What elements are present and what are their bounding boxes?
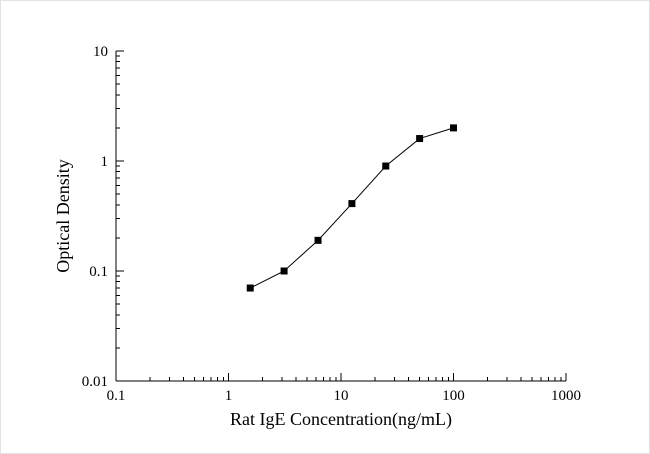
x-axis-title: Rat IgE Concentration(ng/mL) xyxy=(230,409,452,430)
series-line xyxy=(250,127,454,289)
data-point-marker xyxy=(348,200,356,208)
data-point-marker xyxy=(314,236,322,244)
y-tick-label: 0.1 xyxy=(89,264,108,280)
data-point-marker xyxy=(416,135,424,143)
x-tick-label: 1 xyxy=(225,388,233,404)
data-point-marker xyxy=(382,162,390,170)
data-point-marker xyxy=(280,267,288,275)
y-tick-label: 1 xyxy=(101,154,109,170)
x-tick-label: 0.1 xyxy=(107,388,126,404)
x-tick-label: 10 xyxy=(334,388,349,404)
ticks-layer xyxy=(115,50,567,382)
data-point-marker xyxy=(246,284,254,292)
data-point-marker xyxy=(450,124,457,132)
y-axis-title: Optical Density xyxy=(53,159,73,272)
y-tick-label: 10 xyxy=(93,44,108,60)
y-tick-label: 0.01 xyxy=(82,374,108,390)
x-tick-label: 100 xyxy=(442,388,465,404)
x-tick-label: 1000 xyxy=(551,388,581,404)
data-series-layer xyxy=(246,124,457,292)
